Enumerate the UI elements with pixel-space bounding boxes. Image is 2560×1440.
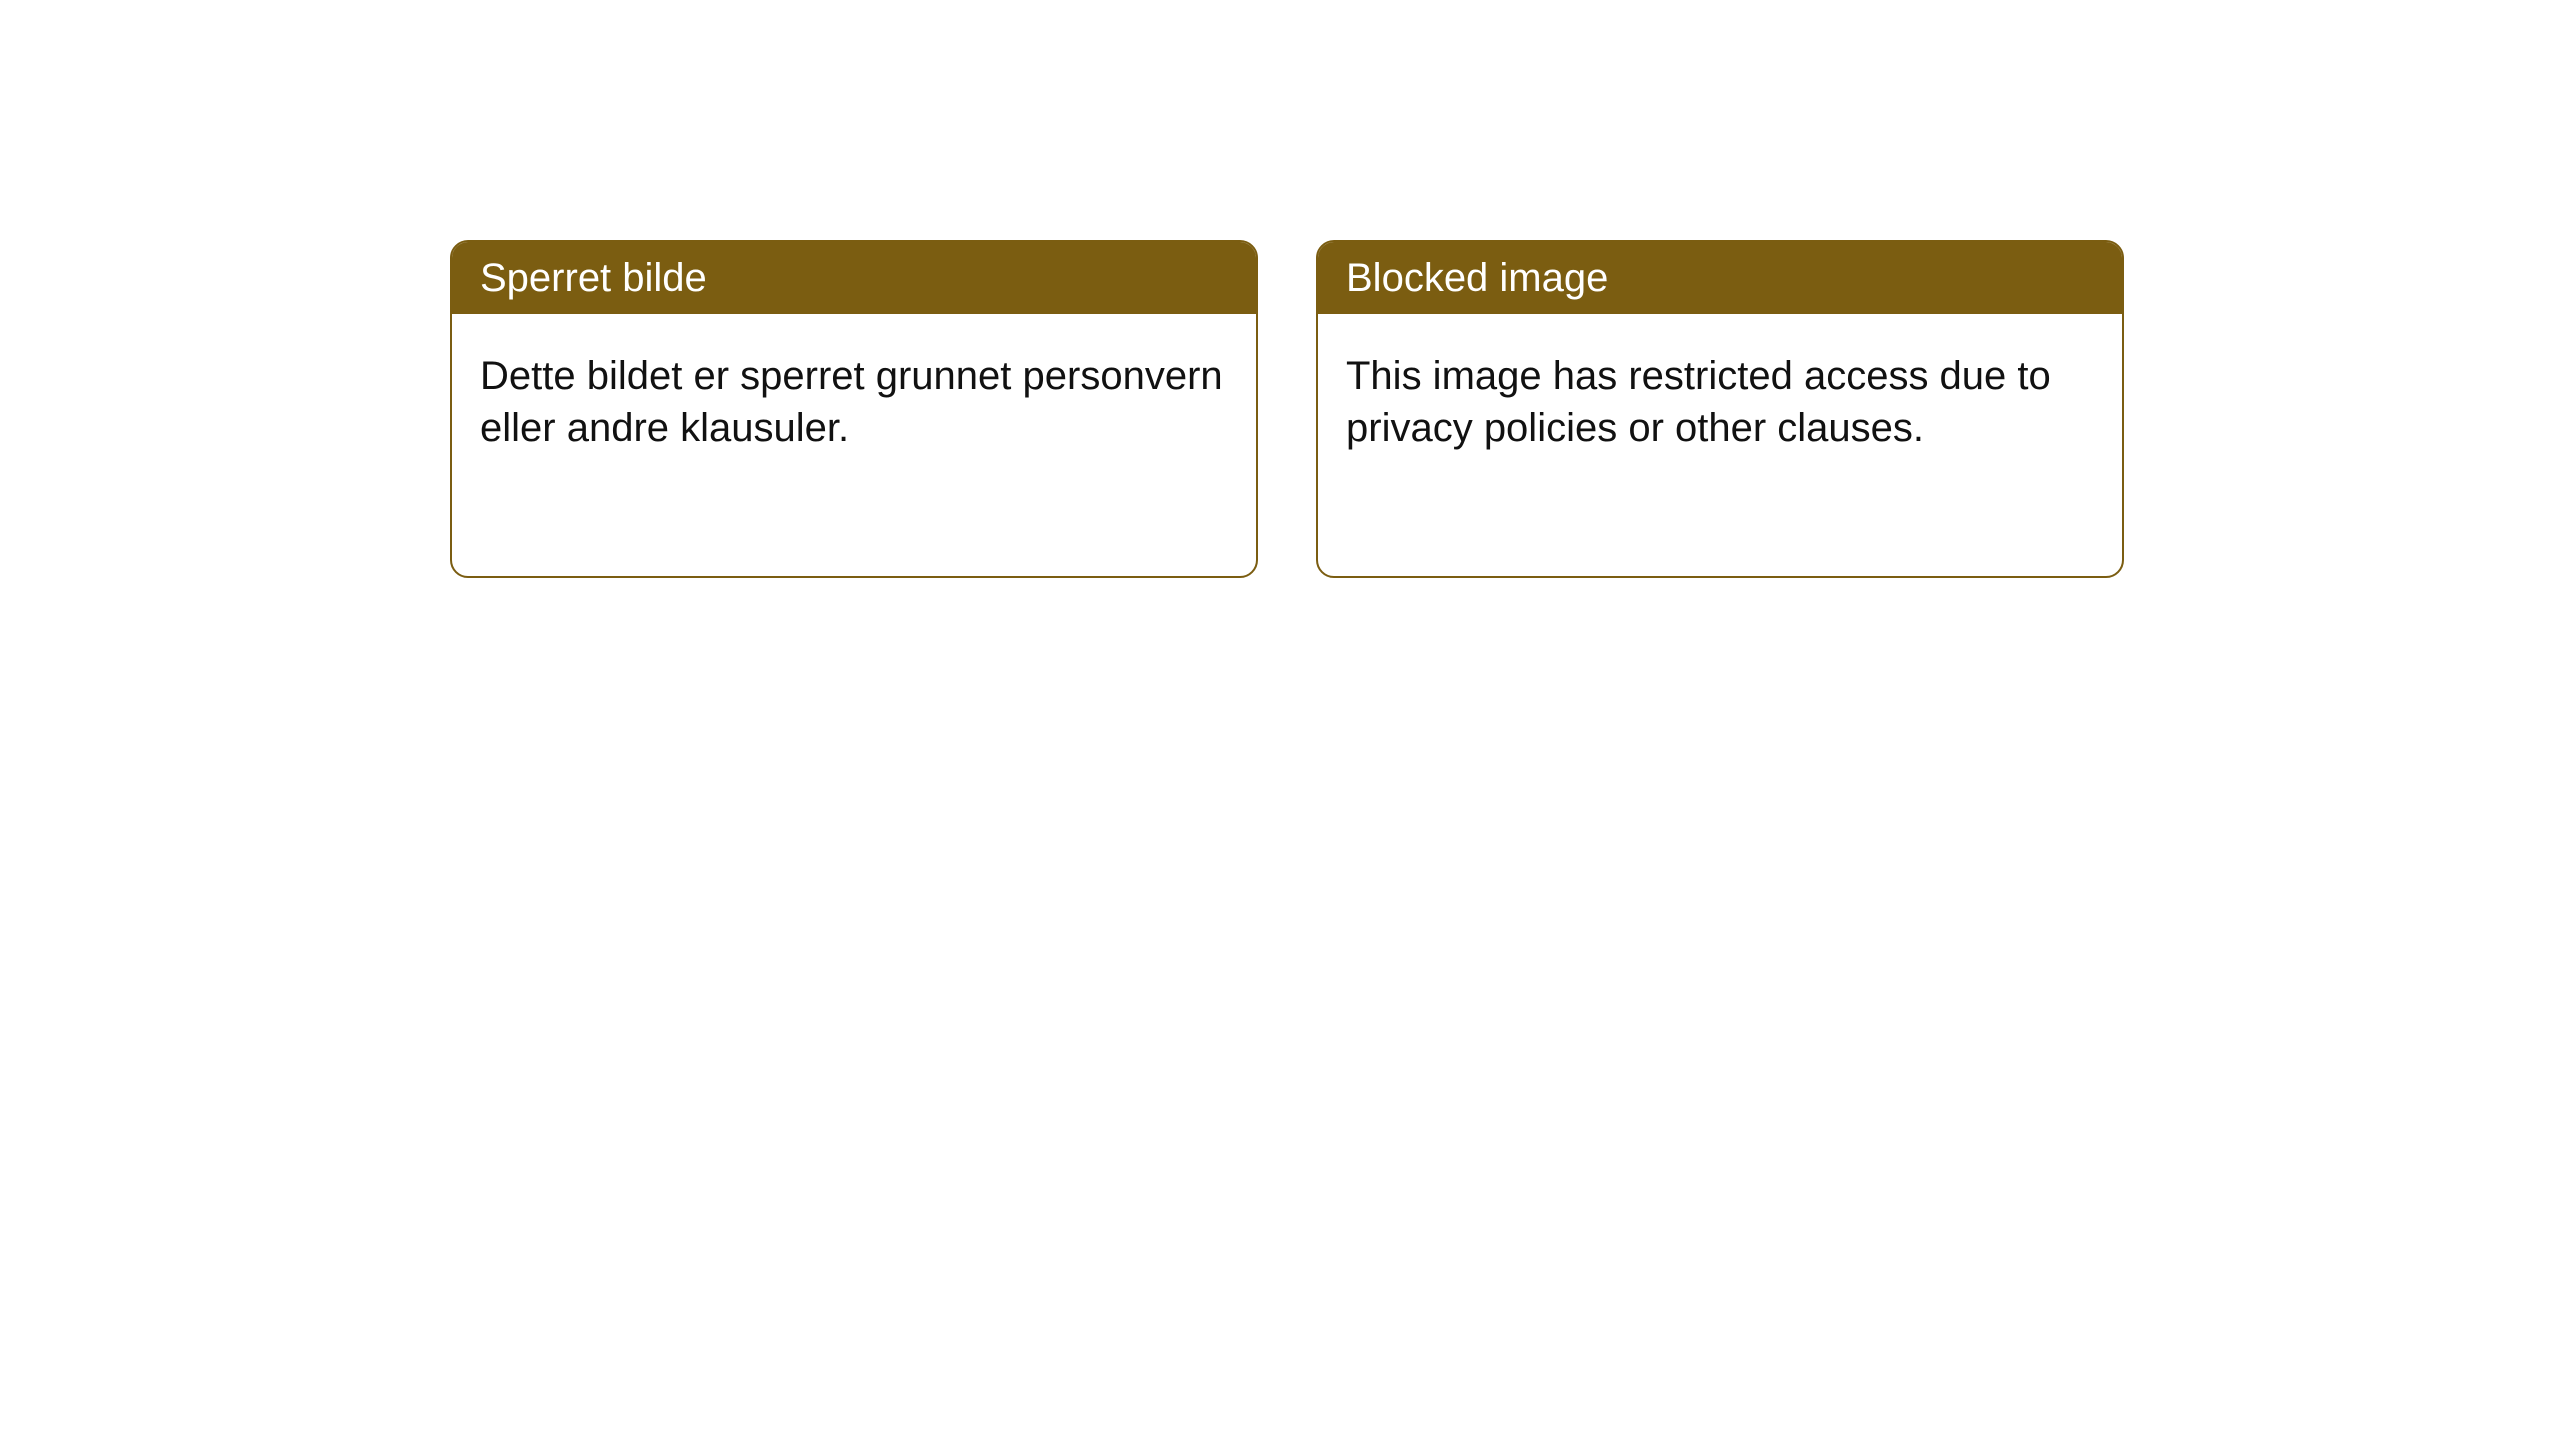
notice-cards-container: Sperret bilde Dette bildet er sperret gr… — [450, 240, 2560, 578]
notice-card-norwegian: Sperret bilde Dette bildet er sperret gr… — [450, 240, 1258, 578]
notice-card-english: Blocked image This image has restricted … — [1316, 240, 2124, 578]
notice-card-title: Blocked image — [1318, 242, 2122, 314]
notice-card-body: This image has restricted access due to … — [1318, 314, 2122, 490]
notice-card-body: Dette bildet er sperret grunnet personve… — [452, 314, 1256, 490]
notice-card-title: Sperret bilde — [452, 242, 1256, 314]
